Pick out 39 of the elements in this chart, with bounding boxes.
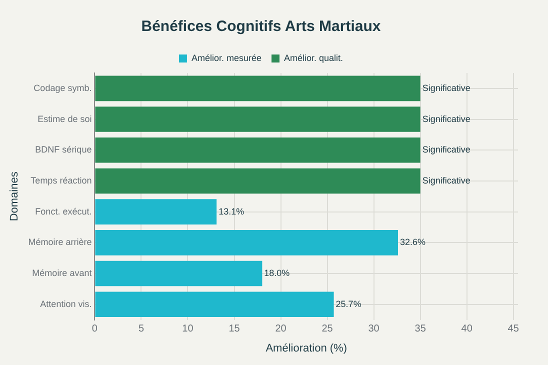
y-tick-label: Estime de soi: [38, 114, 92, 124]
data-label: Significative: [422, 175, 470, 186]
x-tick-label: 30: [368, 324, 380, 335]
x-tick-label: 15: [228, 324, 240, 335]
x-tick-label: 10: [182, 324, 194, 335]
legend-label: Amélior. qualit.: [284, 52, 344, 63]
bar: [95, 137, 420, 163]
y-tick-label: Temps réaction: [30, 175, 92, 186]
bar: [95, 292, 334, 318]
x-tick-label: 0: [92, 324, 98, 335]
bar: [95, 76, 420, 102]
legend-label: Amélior. mesurée: [191, 52, 262, 63]
data-label: Significative: [422, 144, 470, 155]
x-tick-label: 45: [508, 324, 520, 335]
y-tick-label: Codage symb.: [34, 82, 92, 93]
x-tick-label: 40: [461, 324, 473, 335]
chart-title: Bénéfices Cognitifs Arts Martiaux: [141, 18, 382, 36]
bar: [95, 260, 262, 286]
bar: [95, 230, 398, 256]
y-tick-label: BDNF sérique: [35, 144, 92, 155]
bar: [95, 199, 217, 224]
bar: [95, 106, 420, 132]
x-axis-title: Amélioration (%): [266, 342, 348, 354]
y-tick-label: Fonct. exécut.: [35, 206, 92, 216]
data-label: 25.7%: [336, 298, 362, 309]
y-tick-label: Mémoire avant: [32, 268, 92, 278]
x-tick-label: 20: [275, 324, 287, 335]
x-tick-label: 25: [322, 324, 334, 335]
x-tick-label: 35: [414, 324, 426, 335]
data-label: 32.6%: [400, 237, 426, 248]
y-axis-title: Domaines: [8, 171, 21, 222]
bar: [95, 168, 420, 194]
data-label: 13.1%: [218, 206, 244, 216]
x-tick-label: 5: [138, 324, 144, 335]
data-label: 18.0%: [264, 268, 290, 278]
y-tick-label: Attention vis.: [40, 298, 92, 309]
data-label: Significative: [422, 82, 470, 93]
y-tick-label: Mémoire arrière: [28, 237, 92, 248]
data-label: Significative: [422, 114, 470, 124]
